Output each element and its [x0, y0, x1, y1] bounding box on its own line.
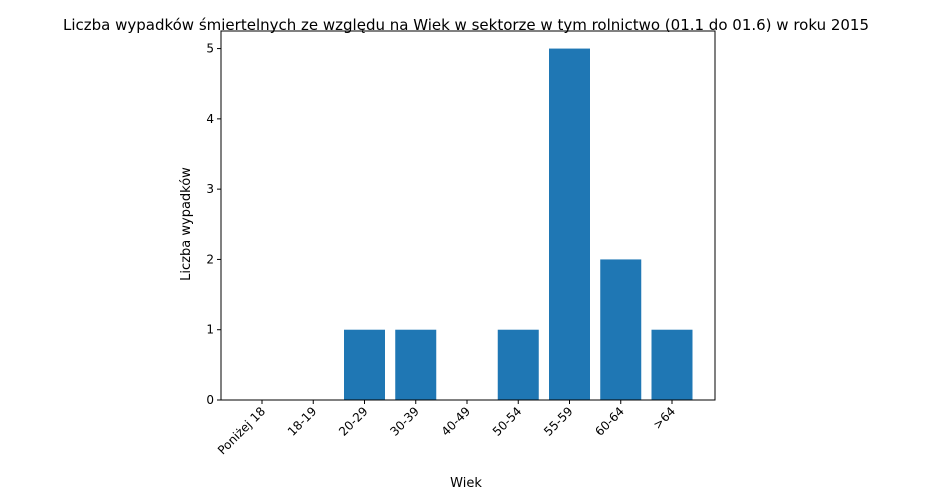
y-tick-label-1: 1 [206, 323, 214, 337]
x-tick-label-3: 30-39 [387, 404, 422, 439]
bar-8 [651, 329, 693, 400]
x-tick-label-6: 55-59 [541, 404, 576, 439]
y-tick-label-5: 5 [206, 42, 214, 56]
x-tick-label-8: >64 [650, 404, 678, 432]
plot-area-frame [220, 30, 716, 401]
bars-group [344, 48, 693, 400]
bar-6 [549, 48, 590, 400]
bar-7 [600, 259, 642, 400]
x-axis-label: Wiek [450, 476, 482, 491]
x-tick-label-4: 40-49 [439, 404, 474, 439]
y-axis-label: Liczba wypadków [179, 167, 194, 281]
y-tick-label-4: 4 [206, 112, 214, 126]
x-axis: Poniżej 18 18-19 20-29 30-39 40-49 50-54 55-59… [215, 400, 678, 457]
x-tick-label-0: Poniżej 18 [215, 404, 268, 457]
x-tick-label-5: 50-54 [490, 404, 525, 439]
bar-5 [497, 329, 539, 400]
y-axis: 0 1 2 3 4 5 [206, 42, 221, 407]
x-tick-label-2: 20-29 [336, 404, 371, 439]
x-tick-label-1: 18-19 [285, 404, 320, 439]
x-tick-label-7: 60-64 [592, 404, 627, 439]
bar-3 [395, 329, 437, 400]
y-tick-label-0: 0 [206, 393, 214, 407]
y-tick-label-3: 3 [206, 182, 214, 196]
y-tick-label-2: 2 [206, 252, 214, 266]
chart-title: Liczba wypadków śmiertelnych ze względu … [63, 16, 869, 34]
bar-2 [344, 329, 385, 400]
